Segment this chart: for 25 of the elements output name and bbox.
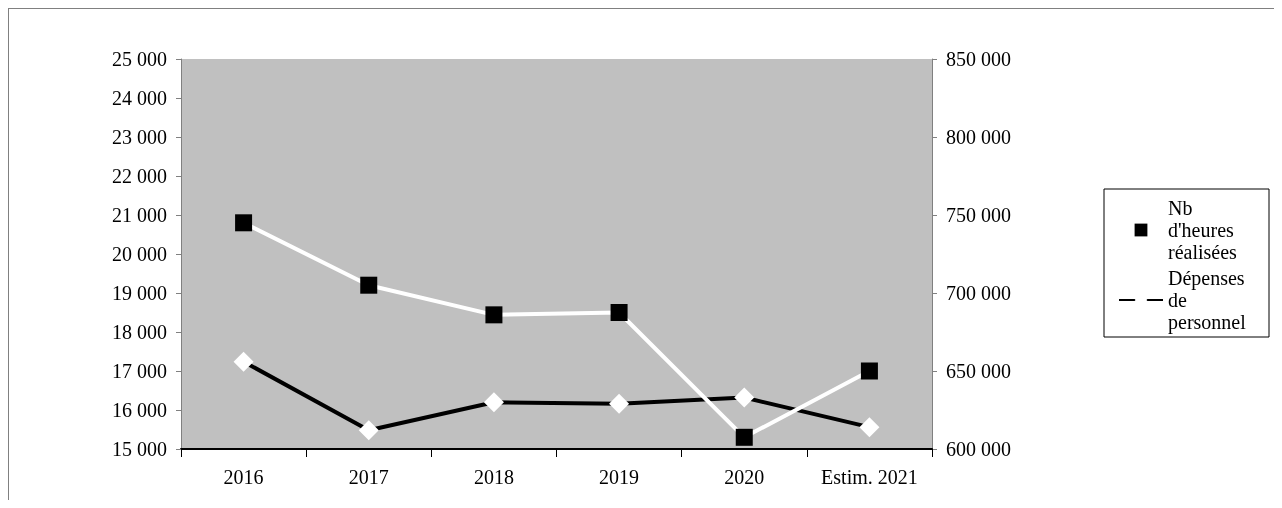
y2-tick-label: 850 000: [946, 48, 1011, 70]
x-tick-label: 2020: [724, 466, 765, 488]
y-tick-label: 22 000: [112, 165, 167, 187]
y-tick-label: 16 000: [112, 399, 167, 421]
y-tick-label: 19 000: [112, 282, 167, 304]
x-tick-label: 2019: [599, 466, 640, 488]
y-tick-label: 23 000: [112, 126, 167, 148]
y2-tick-label: 750 000: [946, 204, 1011, 226]
y-tick-label: 15 000: [112, 438, 167, 460]
y2-tick-label: 650 000: [946, 360, 1011, 382]
y2-tick-label: 800 000: [946, 126, 1011, 148]
x-tick-label: Estim. 2021: [821, 466, 918, 488]
x-tick-label: 2016: [223, 466, 264, 488]
y-tick-label: 20 000: [112, 243, 167, 265]
y-tick-label: 21 000: [112, 204, 167, 226]
y-tick-label: 17 000: [112, 360, 167, 382]
y2-tick-label: 600 000: [946, 438, 1011, 460]
y-tick-label: 25 000: [112, 48, 167, 70]
legend-label: Nb d'heures réalisées: [1168, 197, 1239, 263]
y2-tick-label: 700 000: [946, 282, 1011, 304]
x-tick-label: 2017: [348, 466, 389, 488]
y-tick-label: 18 000: [112, 321, 167, 343]
x-tick-label: 2018: [473, 466, 514, 488]
legend-label: Dépenses de personnel: [1168, 267, 1250, 334]
y-tick-label: 24 000: [112, 87, 167, 109]
